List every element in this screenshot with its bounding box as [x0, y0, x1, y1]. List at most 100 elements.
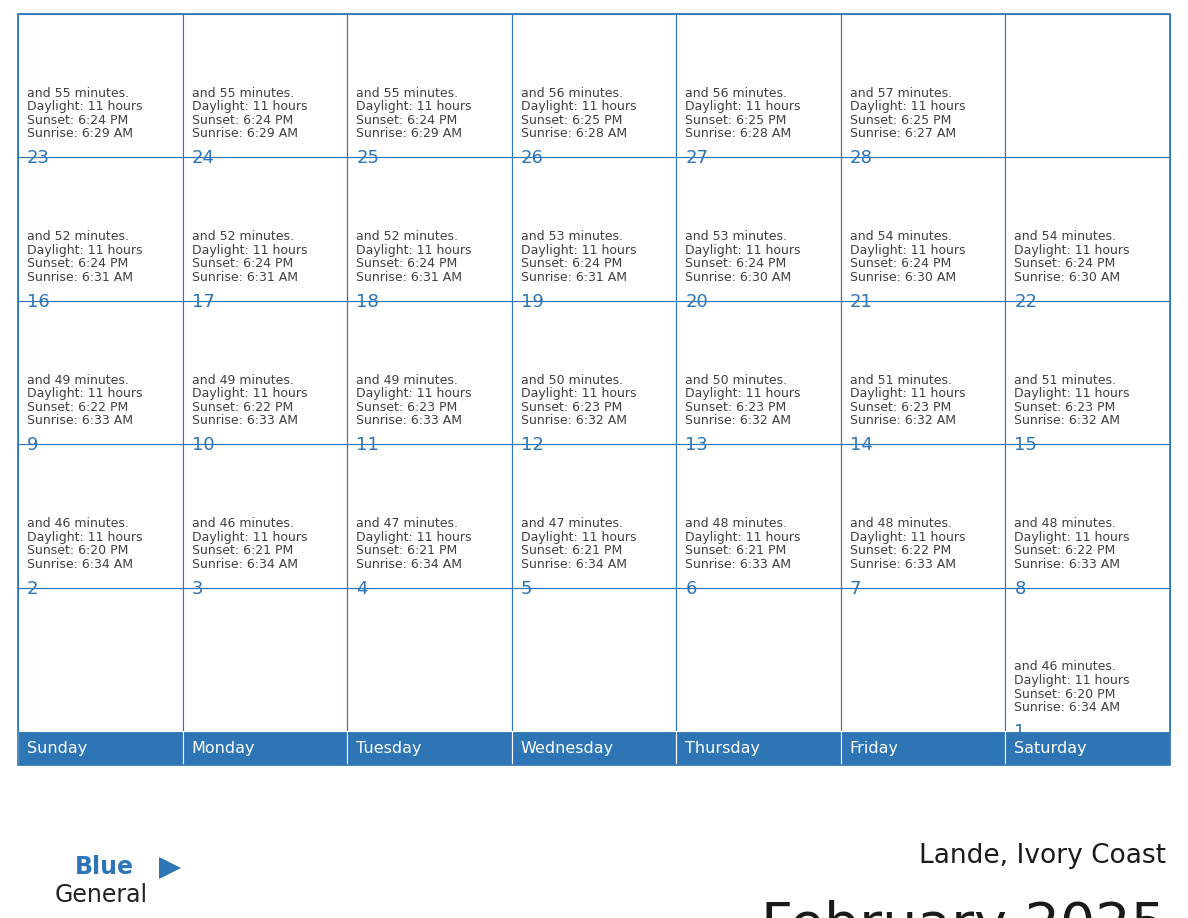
- Text: Saturday: Saturday: [1015, 742, 1087, 756]
- Text: Sunrise: 6:32 AM: Sunrise: 6:32 AM: [1015, 414, 1120, 427]
- Text: and 56 minutes.: and 56 minutes.: [685, 87, 788, 100]
- Text: 17: 17: [191, 293, 215, 311]
- Text: and 56 minutes.: and 56 minutes.: [520, 87, 623, 100]
- Bar: [183, 301, 347, 444]
- Text: February 2025: February 2025: [762, 900, 1165, 918]
- Text: 27: 27: [685, 150, 708, 167]
- Bar: [676, 444, 841, 588]
- Text: Daylight: 11 hours: Daylight: 11 hours: [1015, 387, 1130, 400]
- Text: 15: 15: [1015, 436, 1037, 454]
- Text: Sunrise: 6:30 AM: Sunrise: 6:30 AM: [685, 271, 791, 284]
- Text: Daylight: 11 hours: Daylight: 11 hours: [356, 387, 472, 400]
- Text: and 46 minutes.: and 46 minutes.: [1015, 660, 1117, 674]
- Bar: [183, 157, 347, 301]
- Text: Sunset: 6:22 PM: Sunset: 6:22 PM: [27, 400, 128, 414]
- Bar: [1005, 731, 1170, 765]
- Text: and 49 minutes.: and 49 minutes.: [27, 374, 128, 386]
- Text: Daylight: 11 hours: Daylight: 11 hours: [849, 531, 966, 543]
- Text: 26: 26: [520, 150, 544, 167]
- Text: and 53 minutes.: and 53 minutes.: [685, 230, 788, 243]
- Text: 7: 7: [849, 579, 861, 598]
- Text: Daylight: 11 hours: Daylight: 11 hours: [520, 531, 637, 543]
- Text: 16: 16: [27, 293, 50, 311]
- Bar: [18, 301, 183, 444]
- Text: and 54 minutes.: and 54 minutes.: [1015, 230, 1117, 243]
- Text: Sunrise: 6:33 AM: Sunrise: 6:33 AM: [849, 557, 956, 571]
- Bar: [841, 731, 1005, 765]
- Text: Sunrise: 6:31 AM: Sunrise: 6:31 AM: [520, 271, 627, 284]
- Bar: [841, 444, 1005, 588]
- Text: Sunrise: 6:29 AM: Sunrise: 6:29 AM: [27, 128, 133, 140]
- Text: and 51 minutes.: and 51 minutes.: [849, 374, 952, 386]
- Text: Sunday: Sunday: [27, 742, 87, 756]
- Text: Daylight: 11 hours: Daylight: 11 hours: [520, 387, 637, 400]
- Text: Sunrise: 6:34 AM: Sunrise: 6:34 AM: [191, 557, 297, 571]
- Text: Daylight: 11 hours: Daylight: 11 hours: [1015, 674, 1130, 687]
- Bar: [1005, 157, 1170, 301]
- Text: Lande, Ivory Coast: Lande, Ivory Coast: [920, 843, 1165, 869]
- Text: 2: 2: [27, 579, 38, 598]
- Text: 9: 9: [27, 436, 38, 454]
- Text: 12: 12: [520, 436, 544, 454]
- Text: and 47 minutes.: and 47 minutes.: [520, 517, 623, 530]
- Text: Sunset: 6:21 PM: Sunset: 6:21 PM: [356, 544, 457, 557]
- Text: Sunset: 6:24 PM: Sunset: 6:24 PM: [356, 114, 457, 127]
- Text: Sunset: 6:24 PM: Sunset: 6:24 PM: [1015, 257, 1116, 270]
- Text: Sunrise: 6:31 AM: Sunrise: 6:31 AM: [191, 271, 297, 284]
- Text: Daylight: 11 hours: Daylight: 11 hours: [27, 100, 143, 114]
- Bar: [841, 301, 1005, 444]
- Text: and 46 minutes.: and 46 minutes.: [191, 517, 293, 530]
- Text: Sunrise: 6:29 AM: Sunrise: 6:29 AM: [191, 128, 297, 140]
- Bar: [18, 157, 183, 301]
- Bar: [676, 731, 841, 765]
- Bar: [512, 157, 676, 301]
- Text: and 57 minutes.: and 57 minutes.: [849, 87, 952, 100]
- Text: Sunrise: 6:31 AM: Sunrise: 6:31 AM: [27, 271, 133, 284]
- Text: and 50 minutes.: and 50 minutes.: [685, 374, 788, 386]
- Text: Daylight: 11 hours: Daylight: 11 hours: [27, 531, 143, 543]
- Text: and 55 minutes.: and 55 minutes.: [27, 87, 129, 100]
- Text: Daylight: 11 hours: Daylight: 11 hours: [1015, 531, 1130, 543]
- Text: 4: 4: [356, 579, 367, 598]
- Text: and 53 minutes.: and 53 minutes.: [520, 230, 623, 243]
- Text: Daylight: 11 hours: Daylight: 11 hours: [520, 244, 637, 257]
- Text: Sunset: 6:22 PM: Sunset: 6:22 PM: [1015, 544, 1116, 557]
- Text: Sunset: 6:24 PM: Sunset: 6:24 PM: [27, 257, 128, 270]
- Text: and 55 minutes.: and 55 minutes.: [191, 87, 293, 100]
- Text: 1: 1: [1015, 723, 1025, 741]
- Text: and 51 minutes.: and 51 minutes.: [1015, 374, 1117, 386]
- Text: 19: 19: [520, 293, 544, 311]
- Text: Sunset: 6:25 PM: Sunset: 6:25 PM: [685, 114, 786, 127]
- Text: Daylight: 11 hours: Daylight: 11 hours: [685, 531, 801, 543]
- Bar: [1005, 588, 1170, 731]
- Text: Sunset: 6:23 PM: Sunset: 6:23 PM: [685, 400, 786, 414]
- Bar: [512, 14, 676, 157]
- Text: and 49 minutes.: and 49 minutes.: [191, 374, 293, 386]
- Text: Sunset: 6:23 PM: Sunset: 6:23 PM: [520, 400, 623, 414]
- Text: Sunrise: 6:30 AM: Sunrise: 6:30 AM: [1015, 271, 1120, 284]
- Text: Tuesday: Tuesday: [356, 742, 422, 756]
- Bar: [1005, 14, 1170, 157]
- Bar: [512, 731, 676, 765]
- Text: Sunset: 6:22 PM: Sunset: 6:22 PM: [849, 544, 952, 557]
- Text: Daylight: 11 hours: Daylight: 11 hours: [356, 244, 472, 257]
- Text: 18: 18: [356, 293, 379, 311]
- Text: Sunrise: 6:30 AM: Sunrise: 6:30 AM: [849, 271, 956, 284]
- Bar: [347, 157, 512, 301]
- Text: Blue: Blue: [75, 855, 134, 879]
- Bar: [841, 588, 1005, 731]
- Text: Sunset: 6:24 PM: Sunset: 6:24 PM: [356, 257, 457, 270]
- Text: 13: 13: [685, 436, 708, 454]
- Bar: [347, 301, 512, 444]
- Text: 5: 5: [520, 579, 532, 598]
- Text: Daylight: 11 hours: Daylight: 11 hours: [685, 387, 801, 400]
- Text: and 50 minutes.: and 50 minutes.: [520, 374, 623, 386]
- Text: and 47 minutes.: and 47 minutes.: [356, 517, 459, 530]
- Text: and 54 minutes.: and 54 minutes.: [849, 230, 952, 243]
- Bar: [18, 731, 183, 765]
- Text: Sunrise: 6:28 AM: Sunrise: 6:28 AM: [685, 128, 791, 140]
- Text: Sunset: 6:24 PM: Sunset: 6:24 PM: [191, 257, 292, 270]
- Text: Sunset: 6:23 PM: Sunset: 6:23 PM: [356, 400, 457, 414]
- Text: Daylight: 11 hours: Daylight: 11 hours: [520, 100, 637, 114]
- Bar: [183, 731, 347, 765]
